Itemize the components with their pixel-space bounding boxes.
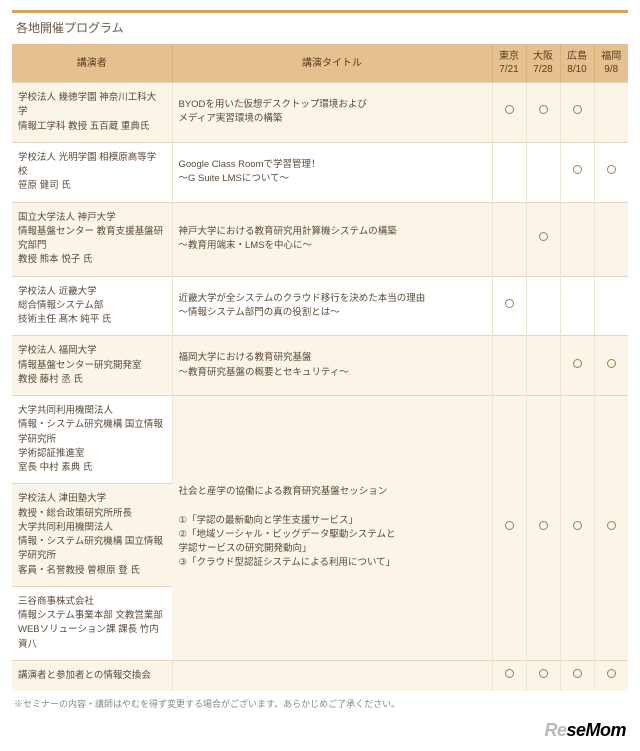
mark-cell <box>526 83 560 143</box>
mark-icon <box>607 359 616 368</box>
mark-cell <box>492 202 526 276</box>
mark-icon <box>505 521 514 530</box>
mark-icon <box>573 521 582 530</box>
speaker-cell: 三谷商事株式会社情報システム事業本部 文教営業部WEBソリューション課 課長 竹… <box>12 586 172 660</box>
mark-icon <box>539 521 548 530</box>
brand-re: Re <box>544 720 566 740</box>
speaker-cell: 学校法人 近畿大学総合情報システム部技術主任 髙木 純平 氏 <box>12 276 172 336</box>
mark-icon <box>573 669 582 678</box>
mark-cell <box>492 142 526 202</box>
talk-cell: 社会と産学の協働による教育研究基盤セッション①「学認の最新動向と学生支援サービス… <box>172 396 492 661</box>
program-container: 各地開催プログラム 講演者 講演タイトル 東京7/21 大阪7/28 広島8/1… <box>0 0 640 718</box>
mark-cell <box>492 336 526 396</box>
speaker-cell: 大学共同利用機関法人情報・システム研究機構 国立情報学研究所学術認証推進室室長 … <box>12 396 172 484</box>
mark-cell <box>526 396 560 661</box>
mark-icon <box>539 232 548 241</box>
mark-cell <box>560 276 594 336</box>
mark-cell <box>492 276 526 336</box>
speaker-cell: 学校法人 光明学園 相模原高等学校笹原 健司 氏 <box>12 142 172 202</box>
mark-cell <box>492 396 526 661</box>
title-bar: 各地開催プログラム <box>12 10 628 44</box>
mark-cell <box>560 142 594 202</box>
th-speaker: 講演者 <box>12 44 172 83</box>
mark-icon <box>573 359 582 368</box>
table-row: 講演者と参加者との情報交換会 <box>12 660 628 691</box>
table-row: 学校法人 近畿大学総合情報システム部技術主任 髙木 純平 氏近畿大学が全システム… <box>12 276 628 336</box>
mark-cell <box>526 142 560 202</box>
mark-cell <box>594 142 628 202</box>
th-talk: 講演タイトル <box>172 44 492 83</box>
speaker-cell: 学校法人 津田塾大学教授・総合政策研究所所長大学共同利用機関法人情報・システム研… <box>12 484 172 587</box>
footnote: ※セミナーの内容・講師はやむを得ず変更する場合がございます。あらかじめご了承くだ… <box>12 691 628 712</box>
mark-cell <box>560 396 594 661</box>
table-row: 学校法人 光明学園 相模原高等学校笹原 健司 氏Google Class Roo… <box>12 142 628 202</box>
mark-icon <box>607 165 616 174</box>
speaker-cell: 学校法人 幾徳学園 神奈川工科大学情報工学科 教授 五百蔵 重典氏 <box>12 83 172 143</box>
table-row: 学校法人 幾徳学園 神奈川工科大学情報工学科 教授 五百蔵 重典氏BYODを用い… <box>12 83 628 143</box>
speaker-cell: 講演者と参加者との情報交換会 <box>12 660 172 691</box>
table-row: 国立大学法人 神戸大学情報基盤センター 教育支援基盤研究部門教授 熊本 悦子 氏… <box>12 202 628 276</box>
table-row: 学校法人 福岡大学情報基盤センター研究開発室教授 藤村 丞 氏福岡大学における教… <box>12 336 628 396</box>
brand-logo: ReseMom <box>0 718 640 751</box>
speaker-cell: 国立大学法人 神戸大学情報基盤センター 教育支援基盤研究部門教授 熊本 悦子 氏 <box>12 202 172 276</box>
mark-cell <box>594 336 628 396</box>
speaker-cell: 学校法人 福岡大学情報基盤センター研究開発室教授 藤村 丞 氏 <box>12 336 172 396</box>
page-title: 各地開催プログラム <box>16 19 624 36</box>
mark-cell <box>594 83 628 143</box>
mark-icon <box>607 669 616 678</box>
mark-cell <box>594 276 628 336</box>
mark-cell <box>492 660 526 691</box>
th-loc-1: 大阪7/28 <box>526 44 560 83</box>
mark-cell <box>526 276 560 336</box>
mark-icon <box>607 521 616 530</box>
mark-cell <box>526 660 560 691</box>
mark-icon <box>573 165 582 174</box>
talk-cell: BYODを用いた仮想デスクトップ環境およびメディア実習環境の構築 <box>172 83 492 143</box>
mark-cell <box>560 660 594 691</box>
table-row: 大学共同利用機関法人情報・システム研究機構 国立情報学研究所学術認証推進室室長 … <box>12 396 628 484</box>
brand-se: seMom <box>566 720 626 740</box>
mark-cell <box>594 660 628 691</box>
mark-icon <box>539 669 548 678</box>
mark-icon <box>505 669 514 678</box>
mark-icon <box>505 105 514 114</box>
mark-cell <box>594 202 628 276</box>
th-loc-2: 広島8/10 <box>560 44 594 83</box>
th-loc-3: 福岡9/8 <box>594 44 628 83</box>
mark-cell <box>526 202 560 276</box>
mark-cell <box>594 396 628 661</box>
talk-cell: 神戸大学における教育研究用計算機システムの構築～教育用端末・LMSを中心に～ <box>172 202 492 276</box>
talk-cell: Google Class Roomで学習管理！～G Suite LMSについて～ <box>172 142 492 202</box>
mark-cell <box>492 83 526 143</box>
mark-cell <box>526 336 560 396</box>
header-row: 講演者 講演タイトル 東京7/21 大阪7/28 広島8/10 福岡9/8 <box>12 44 628 83</box>
talk-cell <box>172 660 492 691</box>
mark-icon <box>539 105 548 114</box>
mark-cell <box>560 83 594 143</box>
program-table: 講演者 講演タイトル 東京7/21 大阪7/28 広島8/10 福岡9/8 学校… <box>12 44 628 691</box>
mark-icon <box>505 299 514 308</box>
th-loc-0: 東京7/21 <box>492 44 526 83</box>
talk-cell: 近畿大学が全システムのクラウド移行を決めた本当の理由～情報システム部門の真の役割… <box>172 276 492 336</box>
mark-icon <box>573 105 582 114</box>
mark-cell <box>560 336 594 396</box>
talk-cell: 福岡大学における教育研究基盤～教育研究基盤の概要とセキュリティ～ <box>172 336 492 396</box>
mark-cell <box>560 202 594 276</box>
